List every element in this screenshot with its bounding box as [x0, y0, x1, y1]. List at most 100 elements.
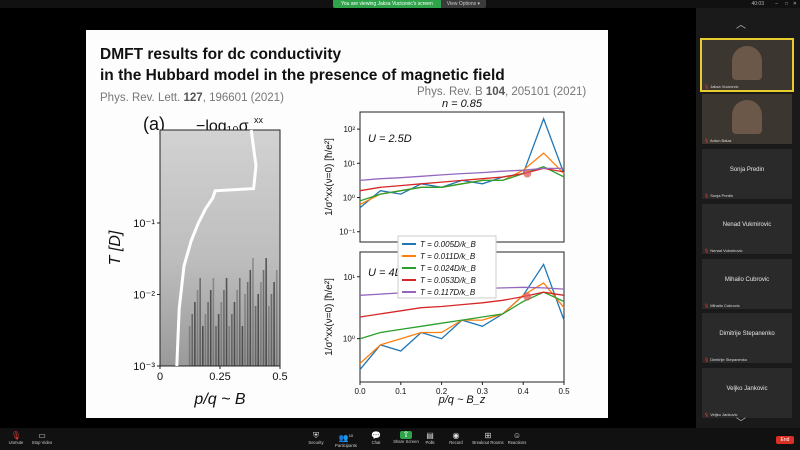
y-tick-label: 10⁰	[343, 194, 355, 203]
unmute-button[interactable]: 🎙 Unmute	[0, 431, 34, 445]
x-tick-label: 0.4	[518, 387, 530, 396]
x-tick-label: 0.25	[209, 371, 230, 383]
polls-icon: ▤	[426, 431, 434, 440]
heatmap-stripe	[228, 326, 230, 366]
window-top-bar: You are viewing Jaksa Vucicevic's screen…	[0, 0, 800, 8]
reference-prl: Phys. Rev. Lett. 127, 196601 (2021)	[100, 92, 284, 104]
participant-name: Nenad Vukmirovic	[722, 222, 772, 228]
maximize-icon[interactable]: □	[784, 1, 788, 7]
heatmap-stripe	[233, 302, 236, 366]
record-button[interactable]: ◉ Record	[438, 431, 474, 445]
stop-video-label: Stop Video	[31, 440, 53, 445]
participant-label-text: Nenad Vukmirovic	[710, 248, 743, 253]
participant-tile[interactable]: Dimitrije Stepanenko 🎙 Dimitrije Stepanen…	[702, 313, 792, 363]
heatmap-stripe	[231, 314, 233, 366]
heatmap-stripe	[212, 278, 215, 366]
plot-xlabel: p/q ~ B_z	[438, 394, 486, 406]
heatmap-stripe	[265, 258, 267, 366]
share-screen-label: Share Screen	[393, 439, 419, 444]
participant-tile[interactable]: Mihailo Cubrovic 🎙 Mihailo Cubrovic	[702, 259, 792, 309]
heatmap-stripe	[194, 302, 196, 366]
scroll-up-icon[interactable]: ︿	[736, 20, 746, 31]
reactions-button[interactable]: ☺ Reactions	[499, 431, 535, 445]
smiley-icon: ☺	[512, 431, 522, 440]
highlight-marker	[523, 169, 532, 178]
x-tick-label: 0.0	[354, 387, 366, 396]
density-label: n = 0.85	[442, 98, 483, 110]
shared-screen: DMFT results for dc conductivity in the …	[0, 8, 696, 428]
plot-frame	[359, 111, 565, 243]
record-icon: ◉	[452, 431, 460, 440]
participant-label: 🎙 Sonja Predin	[704, 193, 733, 198]
heatmap-stripe	[246, 282, 249, 366]
breakout-rooms-button[interactable]: ⊞ Breakout Rooms	[470, 431, 506, 445]
heatmap-xlabel: p/q ~ B	[193, 391, 245, 408]
participant-tile[interactable]: 🎙 Jaksa Vucicevic	[700, 38, 794, 92]
participant-label-text: Antun Balaz	[709, 138, 732, 143]
presentation-slide: DMFT results for dc conductivity in the …	[86, 30, 608, 418]
panel-u-label: U = 4D	[368, 267, 403, 279]
participant-label: 🎙 Antun Balaz	[704, 138, 732, 143]
view-options-button[interactable]: View Options ▾	[440, 0, 487, 8]
heatmap-stripe	[273, 282, 275, 366]
polls-button[interactable]: ▤ Polls	[412, 431, 448, 445]
participant-label: 🎙 Jaksa Vucicevic	[704, 84, 739, 89]
ref-journal: Phys. Rev. Lett.	[100, 92, 184, 104]
end-meeting-button[interactable]: End	[776, 436, 794, 444]
breakout-label: Breakout Rooms	[472, 440, 504, 445]
participant-video	[732, 46, 762, 80]
share-screen-button[interactable]: ⇧ Share Screen	[388, 431, 424, 445]
participant-tile[interactable]: Veljko Jankovic 🎙 Veljko Jankovic	[702, 368, 792, 418]
security-label: Security	[308, 440, 324, 445]
y-tick-label: 10⁻²	[133, 289, 155, 301]
y-tick-label: 10²	[343, 125, 355, 134]
muted-mic-icon: 🎙	[704, 303, 711, 308]
muted-mic-icon: 🎙	[704, 84, 711, 89]
share-notice: You are viewing Jaksa Vucicevic's screen	[333, 0, 441, 8]
y-tick-label: 10⁰	[343, 335, 355, 344]
heatmap-stripe	[238, 278, 241, 366]
shield-icon: ⛨	[313, 431, 319, 440]
plot-ylabel: 1/σ^xx(ν=0) [ħ/e²]	[324, 138, 335, 216]
participant-name: Sonja Predin	[729, 167, 765, 173]
heatmap-stripe	[207, 302, 209, 366]
ref-volume: 104	[485, 86, 505, 98]
participant-label-text: Dimitrije Stepanenko	[710, 357, 748, 362]
legend-entry: T = 0.005D/k_B	[420, 240, 476, 249]
participant-label: 🎙 Mihailo Cubrovic	[704, 303, 740, 308]
participant-gallery: ︿ 🎙 Jaksa Vucicevic 🎙 Antun Balaz Sonja Pr…	[696, 8, 800, 429]
heatmap-stripe	[262, 270, 265, 366]
heatmap-stripe	[196, 290, 199, 366]
heatmap-stripe	[223, 290, 225, 366]
chat-button[interactable]: 💬 Chat	[358, 431, 394, 445]
participants-button[interactable]: 👥10 Participants	[328, 431, 364, 448]
x-tick-label: 0.5	[558, 387, 570, 396]
heatmap-stripe	[215, 326, 217, 366]
participant-tile[interactable]: Nenad Vukmirovic 🎙 Nenad Vukmirovic	[702, 204, 792, 254]
heatmap-background	[160, 130, 280, 366]
heatmap-stripe	[199, 278, 201, 366]
y-tick-label: 10⁻¹	[339, 228, 355, 237]
heatmap-stripe	[268, 306, 270, 366]
slide-title-line2: in the Hubbard model in the presence of …	[100, 67, 505, 84]
participant-name: Dimitrije Stepanenko	[719, 331, 775, 337]
heatmap-stripe	[257, 294, 260, 366]
security-button[interactable]: ⛨ Security	[298, 431, 334, 445]
participant-label: 🎙 Dimitrije Stepanenko	[704, 357, 747, 362]
heatmap-stripe	[225, 278, 228, 366]
unmute-label: Unmute	[8, 440, 24, 445]
participants-label: Participants	[335, 442, 357, 448]
stop-video-button[interactable]: ▭ Stop Video	[24, 431, 60, 445]
slide-title-line1: DMFT results for dc conductivity	[100, 46, 342, 63]
breakout-rooms-icon: ⊞	[484, 431, 492, 440]
chat-label: Chat	[371, 440, 381, 445]
chat-bubble-icon: 💬	[371, 431, 381, 440]
participant-tile[interactable]: Sonja Predin 🎙 Sonja Predin	[702, 149, 792, 199]
participant-tile[interactable]: 🎙 Antun Balaz	[702, 94, 792, 144]
close-icon[interactable]: ✕	[792, 1, 797, 7]
minimize-icon[interactable]: –	[775, 1, 778, 7]
polls-label: Polls	[425, 440, 435, 445]
legend-entry: T = 0.117D/k_B	[420, 288, 476, 297]
scroll-down-icon[interactable]: ﹀	[736, 418, 746, 429]
heatmap-stripe	[236, 290, 238, 366]
